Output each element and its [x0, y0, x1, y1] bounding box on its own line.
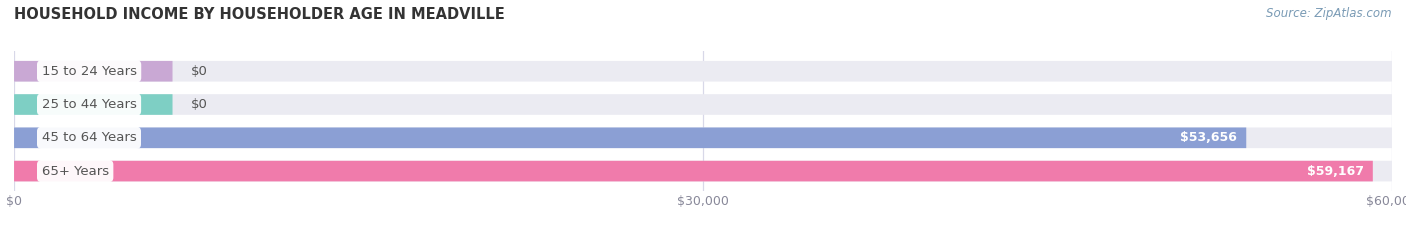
Text: 65+ Years: 65+ Years — [42, 164, 108, 178]
FancyBboxPatch shape — [14, 94, 173, 115]
FancyBboxPatch shape — [14, 161, 1392, 182]
Text: 25 to 44 Years: 25 to 44 Years — [42, 98, 136, 111]
FancyBboxPatch shape — [14, 127, 1392, 148]
Text: Source: ZipAtlas.com: Source: ZipAtlas.com — [1267, 7, 1392, 20]
Text: 45 to 64 Years: 45 to 64 Years — [42, 131, 136, 144]
FancyBboxPatch shape — [14, 127, 1246, 148]
FancyBboxPatch shape — [14, 61, 1392, 82]
Text: $0: $0 — [191, 65, 208, 78]
Text: HOUSEHOLD INCOME BY HOUSEHOLDER AGE IN MEADVILLE: HOUSEHOLD INCOME BY HOUSEHOLDER AGE IN M… — [14, 7, 505, 22]
FancyBboxPatch shape — [14, 94, 1392, 115]
Text: $0: $0 — [191, 98, 208, 111]
FancyBboxPatch shape — [14, 161, 1372, 182]
Text: $59,167: $59,167 — [1306, 164, 1364, 178]
Text: 15 to 24 Years: 15 to 24 Years — [42, 65, 136, 78]
FancyBboxPatch shape — [14, 61, 173, 82]
Text: $53,656: $53,656 — [1180, 131, 1237, 144]
